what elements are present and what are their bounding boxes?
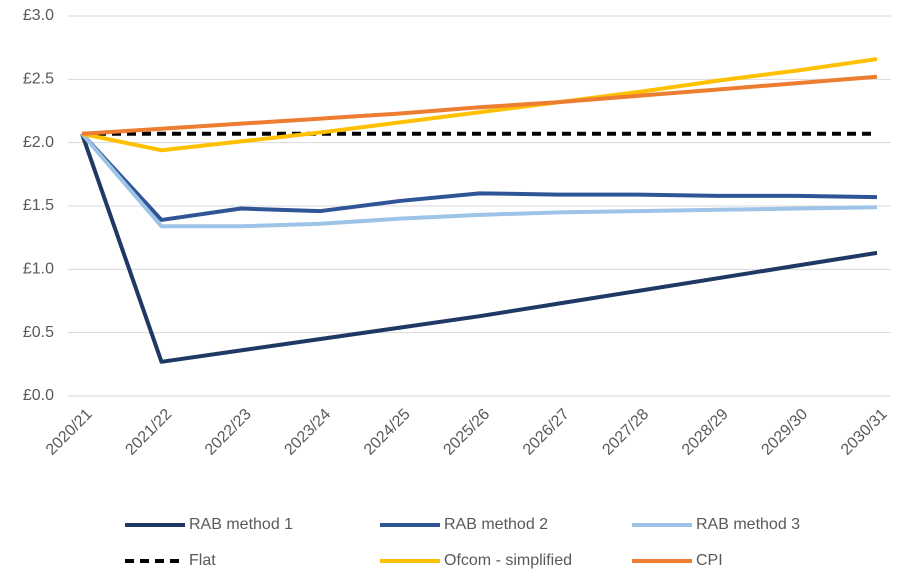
x-tick-label: 2029/30 [758,406,811,459]
y-tick-label: £1.0 [23,261,54,278]
y-tick-label: £1.5 [23,197,54,214]
legend-label: RAB method 3 [696,516,800,533]
x-tick-label: 2026/27 [520,406,573,459]
y-tick-label: £3.0 [23,7,54,24]
x-tick-label: 2024/25 [361,406,414,459]
x-tick-label: 2023/24 [281,406,334,459]
series-line [81,74,878,136]
series-line [81,57,878,153]
legend-label: Ofcom - simplified [444,552,572,569]
x-tick-label: 2028/29 [679,406,732,459]
legend-label: RAB method 1 [189,516,293,533]
x-tick-label: 2020/21 [43,406,96,459]
series-line [80,133,878,364]
y-tick-label: £0.0 [23,387,54,404]
x-tick-label: 2025/26 [440,406,493,459]
y-tick-label: £0.5 [23,324,54,341]
series-line [80,132,878,229]
legend-label: RAB method 2 [444,516,548,533]
series-line [80,132,878,222]
y-tick-label: £2.5 [23,71,54,88]
x-tick-label: 2030/31 [838,406,891,459]
x-tick-label: 2027/28 [599,406,652,459]
legend-label: CPI [696,552,723,569]
x-tick-label: 2021/22 [122,406,175,459]
legend-label: Flat [189,552,216,569]
x-tick-label: 2022/23 [202,406,255,459]
y-tick-label: £2.0 [23,134,54,151]
